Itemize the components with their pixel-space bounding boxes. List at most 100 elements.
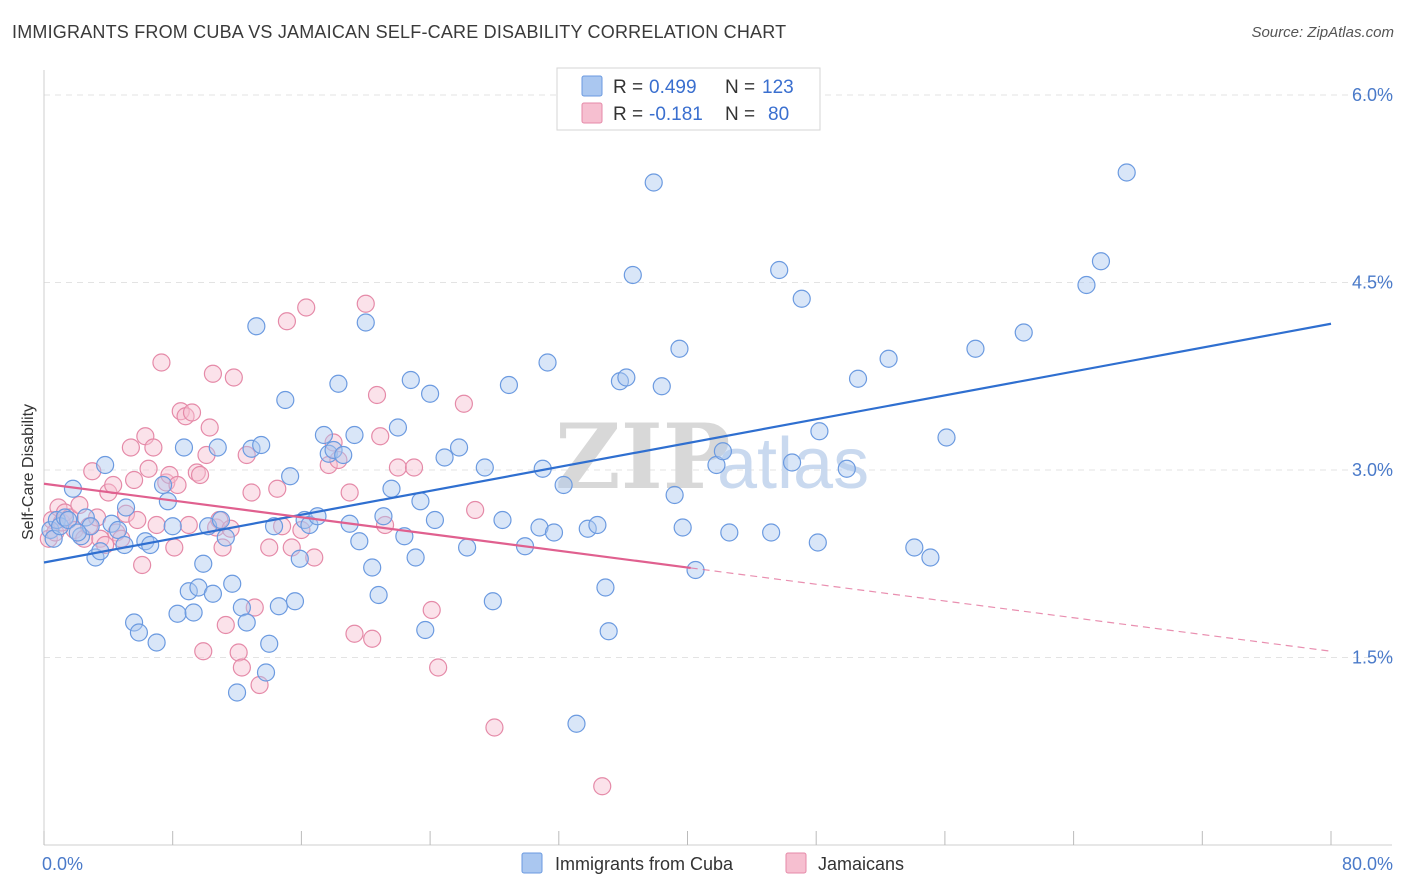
jamaicans-point-19	[116, 504, 136, 523]
chart-title: IMMIGRANTS FROM CUBA VS JAMAICAN SELF-CA…	[12, 22, 787, 42]
cuba-point-122	[68, 523, 87, 542]
jamaicans-point-36	[182, 403, 202, 422]
cuba-point-89	[588, 515, 607, 535]
jamaicans-point-39	[194, 642, 213, 661]
cuba-point-74	[435, 448, 454, 467]
cuba-point-106	[782, 453, 802, 472]
cuba-point-97	[665, 485, 684, 505]
cuba-point-86	[554, 475, 573, 495]
cuba-point-16	[124, 613, 144, 632]
jamaicans-point-56	[268, 479, 287, 498]
jamaicans-point-64	[324, 433, 343, 452]
cuba-point-53	[314, 425, 334, 445]
jamaicans-point-67	[345, 624, 364, 643]
legend-n-label-cuba: N =	[725, 77, 755, 98]
cuba-point-48	[285, 592, 305, 611]
bottom-legend-label-cuba: Immigrants from Cuba	[555, 854, 734, 874]
x-tick-labels: 0.0% 80.0%	[42, 854, 1393, 874]
cuba-point-76	[458, 538, 477, 557]
jamaicans-point-73	[388, 458, 408, 477]
cuba-point-113	[905, 538, 924, 557]
cuba-point-98	[670, 339, 689, 358]
jamaicans-point-58	[277, 312, 297, 331]
cuba-point-57	[334, 445, 353, 465]
y-axis-label: Self-Care Disability	[20, 404, 37, 540]
cuba-point-66	[388, 418, 408, 437]
cuba-point-73	[425, 510, 445, 530]
jamaicans-point-53	[245, 598, 264, 617]
watermark-zip: ZIP	[555, 404, 730, 510]
y-tick-labels: 1.5% 3.0% 4.5% 6.0%	[1352, 85, 1393, 668]
bottom-legend-swatch-cuba	[521, 852, 543, 874]
jamaicans-point-76	[429, 658, 448, 677]
jamaicans-point-65	[329, 450, 348, 470]
cuba-point-13	[108, 520, 128, 540]
cuba-point-45	[269, 597, 288, 616]
cuba-point-23	[163, 517, 182, 536]
jamaicans-point-13	[91, 529, 110, 548]
cuba-point-78	[483, 592, 502, 611]
legend-r-value-cuba: 0.499	[649, 77, 697, 98]
cuba-point-38	[237, 613, 256, 632]
cuba-point-65	[382, 479, 401, 498]
cuba-point-109	[810, 422, 829, 441]
legend-n-label-jamaicans: N =	[725, 104, 755, 125]
jamaicans-point-75	[422, 600, 441, 620]
jamaicans-point-14	[96, 535, 115, 555]
cuba-point-56	[329, 374, 348, 393]
y-tick-label-0: 1.5%	[1352, 648, 1393, 668]
jamaicans-trend-line	[43, 482, 691, 570]
jamaicans-point-69	[363, 629, 382, 648]
jamaicans-point-20	[121, 438, 140, 457]
cuba-point-100	[686, 560, 705, 580]
cuba-point-120	[1117, 163, 1136, 182]
y-tick-label-3: 6.0%	[1352, 85, 1393, 105]
legend-r-label-jamaicans: R =	[613, 104, 643, 125]
cuba-point-39	[242, 439, 261, 458]
cuba-point-7	[76, 508, 95, 527]
cuba-point-115	[937, 428, 956, 447]
jamaicans-point-77	[454, 394, 473, 413]
jamaicans-point-28	[152, 353, 171, 372]
cuba-point-112	[879, 349, 898, 368]
cuba-point-88	[578, 519, 597, 538]
jamaicans-point-23	[133, 555, 152, 575]
cuba-point-4	[55, 508, 75, 527]
cuba-point-95	[644, 173, 663, 192]
cuba-point-25	[174, 438, 194, 457]
cuba-point-119	[1091, 252, 1111, 271]
trend-lines	[43, 322, 1332, 652]
jamaicans-point-21	[124, 470, 144, 490]
cuba-point-85	[544, 523, 564, 542]
jamaicans-point-35	[179, 515, 198, 535]
cuba-point-60	[350, 532, 369, 551]
jamaicans-point-50	[232, 658, 251, 677]
cuba-point-29	[194, 554, 213, 573]
legend-swatch-cuba	[581, 75, 603, 97]
cuba-point-72	[421, 384, 440, 403]
cuba-point-34	[216, 528, 235, 547]
cuba-point-116	[966, 339, 985, 358]
cuba-point-75	[449, 438, 469, 457]
jamaicans-point-31	[165, 538, 184, 557]
watermark: ZIP atlas	[555, 404, 869, 510]
watermark-atlas: atlas	[717, 424, 869, 504]
cuba-point-82	[530, 518, 549, 537]
cuba-point-44	[264, 517, 284, 536]
jamaicans-point-45	[213, 538, 232, 557]
cuba-point-70	[411, 492, 430, 511]
cuba-point-36	[227, 683, 247, 702]
cuba-point-105	[770, 260, 789, 280]
jamaicans-point-32	[168, 475, 187, 495]
grid-lines	[44, 94, 1392, 658]
cuba-point-121	[59, 510, 78, 530]
series-legend: Immigrants from Cuba Jamaicans	[521, 852, 904, 874]
jamaicans-point-41	[200, 418, 219, 437]
cuba-point-63	[369, 585, 388, 605]
legend-r-value-jamaicans: -0.181	[649, 104, 703, 125]
cuba-point-108	[808, 533, 827, 552]
jamaicans-point-48	[224, 368, 243, 387]
cuba-trend-line	[43, 322, 1332, 564]
jamaicans-point-68	[356, 294, 375, 313]
jamaicans-point-46	[216, 615, 235, 635]
